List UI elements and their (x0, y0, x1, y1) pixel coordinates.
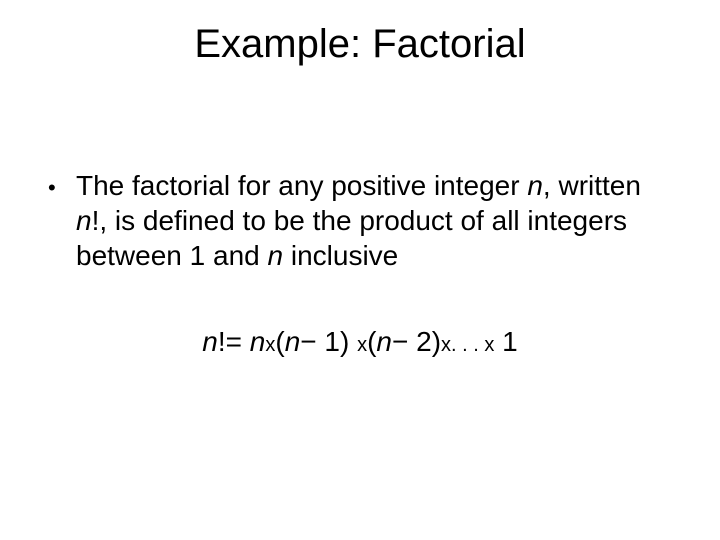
bullet-marker: • (48, 168, 76, 205)
formula-italic: n (250, 326, 266, 357)
formula: n!= nx(n− 1) x(n− 2)x. . . x 1 (0, 326, 720, 358)
text-seg: The factorial for any positive integer (76, 170, 527, 201)
bullet-text: The factorial for any positive integer n… (76, 168, 660, 273)
formula-seg: != (218, 326, 250, 357)
bullet-item: • The factorial for any positive integer… (48, 168, 660, 273)
formula-seg: − 1) (300, 326, 357, 357)
formula-x: x (265, 334, 275, 356)
text-italic: n (527, 170, 543, 201)
formula-seg: 1 (494, 326, 517, 357)
text-italic: n (76, 205, 92, 236)
slide: Example: Factorial • The factorial for a… (0, 0, 720, 540)
slide-title: Example: Factorial (0, 22, 720, 67)
text-seg: , written (543, 170, 641, 201)
formula-seg: ( (275, 326, 284, 357)
formula-seg: − 2) (392, 326, 441, 357)
text-italic: n (268, 240, 284, 271)
formula-x: x (357, 334, 367, 356)
slide-body: • The factorial for any positive integer… (48, 168, 660, 273)
text-seg: inclusive (283, 240, 398, 271)
formula-seg: ( (367, 326, 376, 357)
formula-italic: n (202, 326, 218, 357)
formula-italic: n (285, 326, 301, 357)
formula-x: x. . . x (441, 334, 494, 356)
formula-italic: n (376, 326, 392, 357)
